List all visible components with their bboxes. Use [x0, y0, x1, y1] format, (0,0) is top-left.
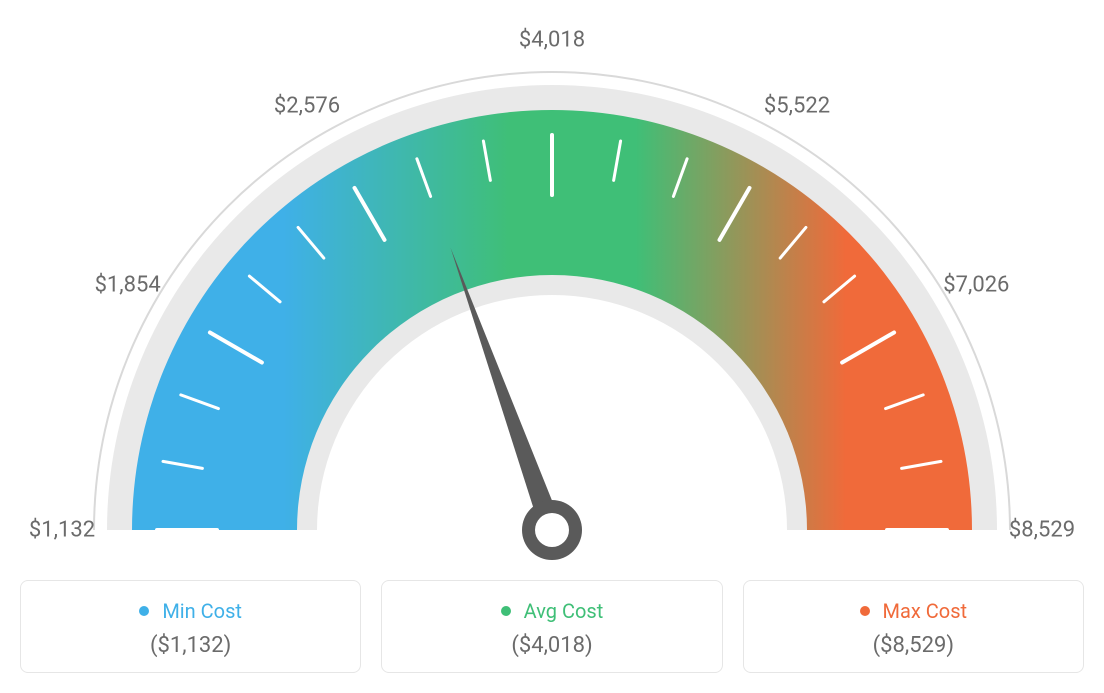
gauge-chart-container: $1,132 $1,854 $2,576 $4,018 $5,522 $7,026 $8,5… [20, 20, 1084, 673]
gauge-tick-label: $2,576 [274, 93, 340, 118]
gauge-tick-label: $1,132 [29, 518, 95, 543]
dot-icon-max [860, 606, 870, 616]
legend-title-avg: Avg Cost [392, 599, 711, 623]
gauge-tick-label: $4,018 [519, 28, 585, 53]
gauge-tick-label: $7,026 [943, 273, 1009, 298]
legend-title-avg-text: Avg Cost [524, 599, 604, 623]
gauge-tick-label: $8,529 [1009, 518, 1075, 543]
dot-icon-avg [501, 606, 511, 616]
legend-row: Min Cost ($1,132) Avg Cost ($4,018) Max … [20, 580, 1084, 673]
gauge-svg [20, 20, 1084, 560]
legend-card-max: Max Cost ($8,529) [743, 580, 1084, 673]
legend-title-min: Min Cost [31, 599, 350, 623]
legend-title-max-text: Max Cost [883, 599, 968, 623]
dot-icon-min [139, 606, 149, 616]
gauge-area: $1,132 $1,854 $2,576 $4,018 $5,522 $7,026 $8,5… [20, 20, 1084, 560]
legend-card-min: Min Cost ($1,132) [20, 580, 361, 673]
gauge-tick-label: $5,522 [764, 93, 830, 118]
legend-title-min-text: Min Cost [162, 599, 242, 623]
legend-title-max: Max Cost [754, 599, 1073, 623]
legend-value-avg: ($4,018) [392, 633, 711, 658]
legend-value-max: ($8,529) [754, 633, 1073, 658]
gauge-tick-label: $1,854 [95, 273, 161, 298]
legend-value-min: ($1,132) [31, 633, 350, 658]
legend-card-avg: Avg Cost ($4,018) [381, 580, 722, 673]
